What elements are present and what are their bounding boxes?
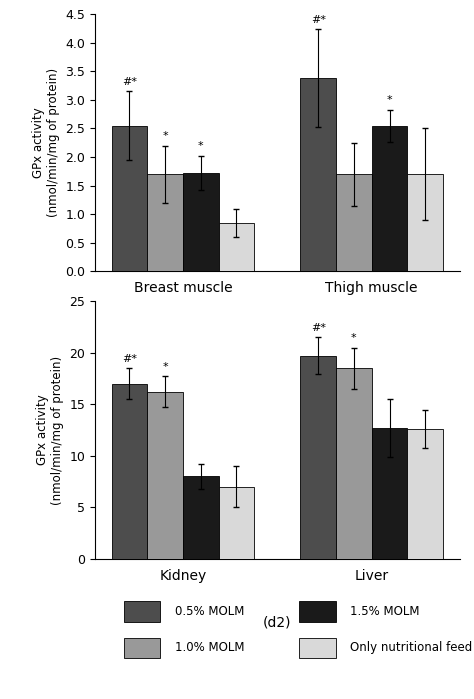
- FancyBboxPatch shape: [299, 637, 336, 658]
- Bar: [183, 173, 219, 271]
- Text: #*: #*: [122, 77, 137, 87]
- Text: 0.5% MOLM: 0.5% MOLM: [175, 605, 245, 618]
- Bar: [111, 384, 147, 559]
- Bar: [111, 126, 147, 271]
- Text: *: *: [351, 333, 356, 343]
- Bar: [336, 368, 372, 559]
- Bar: [147, 174, 183, 271]
- Bar: [301, 78, 336, 271]
- Y-axis label: GPx activity
(nmol/min/mg of protein): GPx activity (nmol/min/mg of protein): [36, 356, 64, 505]
- Y-axis label: GPx activity
(nmol/min/mg of protein): GPx activity (nmol/min/mg of protein): [32, 68, 60, 217]
- Text: (d1): (d1): [263, 328, 292, 342]
- Text: 1.5% MOLM: 1.5% MOLM: [350, 605, 420, 618]
- Text: *: *: [162, 362, 168, 372]
- Bar: [372, 428, 407, 559]
- Text: #*: #*: [310, 323, 326, 333]
- Bar: [219, 223, 254, 271]
- Bar: [219, 487, 254, 559]
- Text: (d2): (d2): [263, 615, 292, 629]
- Text: #*: #*: [310, 15, 326, 24]
- Bar: [336, 174, 372, 271]
- Bar: [301, 356, 336, 559]
- FancyBboxPatch shape: [299, 601, 336, 622]
- Text: Only nutritional feed: Only nutritional feed: [350, 642, 473, 654]
- Bar: [407, 174, 443, 271]
- Text: *: *: [198, 141, 203, 151]
- Text: *: *: [387, 95, 392, 105]
- Bar: [407, 429, 443, 559]
- Text: #*: #*: [122, 354, 137, 363]
- FancyBboxPatch shape: [124, 601, 161, 622]
- Text: *: *: [162, 131, 168, 141]
- Bar: [183, 477, 219, 559]
- Bar: [147, 392, 183, 559]
- Text: 1.0% MOLM: 1.0% MOLM: [175, 642, 245, 654]
- Bar: [372, 126, 407, 271]
- FancyBboxPatch shape: [124, 637, 161, 658]
